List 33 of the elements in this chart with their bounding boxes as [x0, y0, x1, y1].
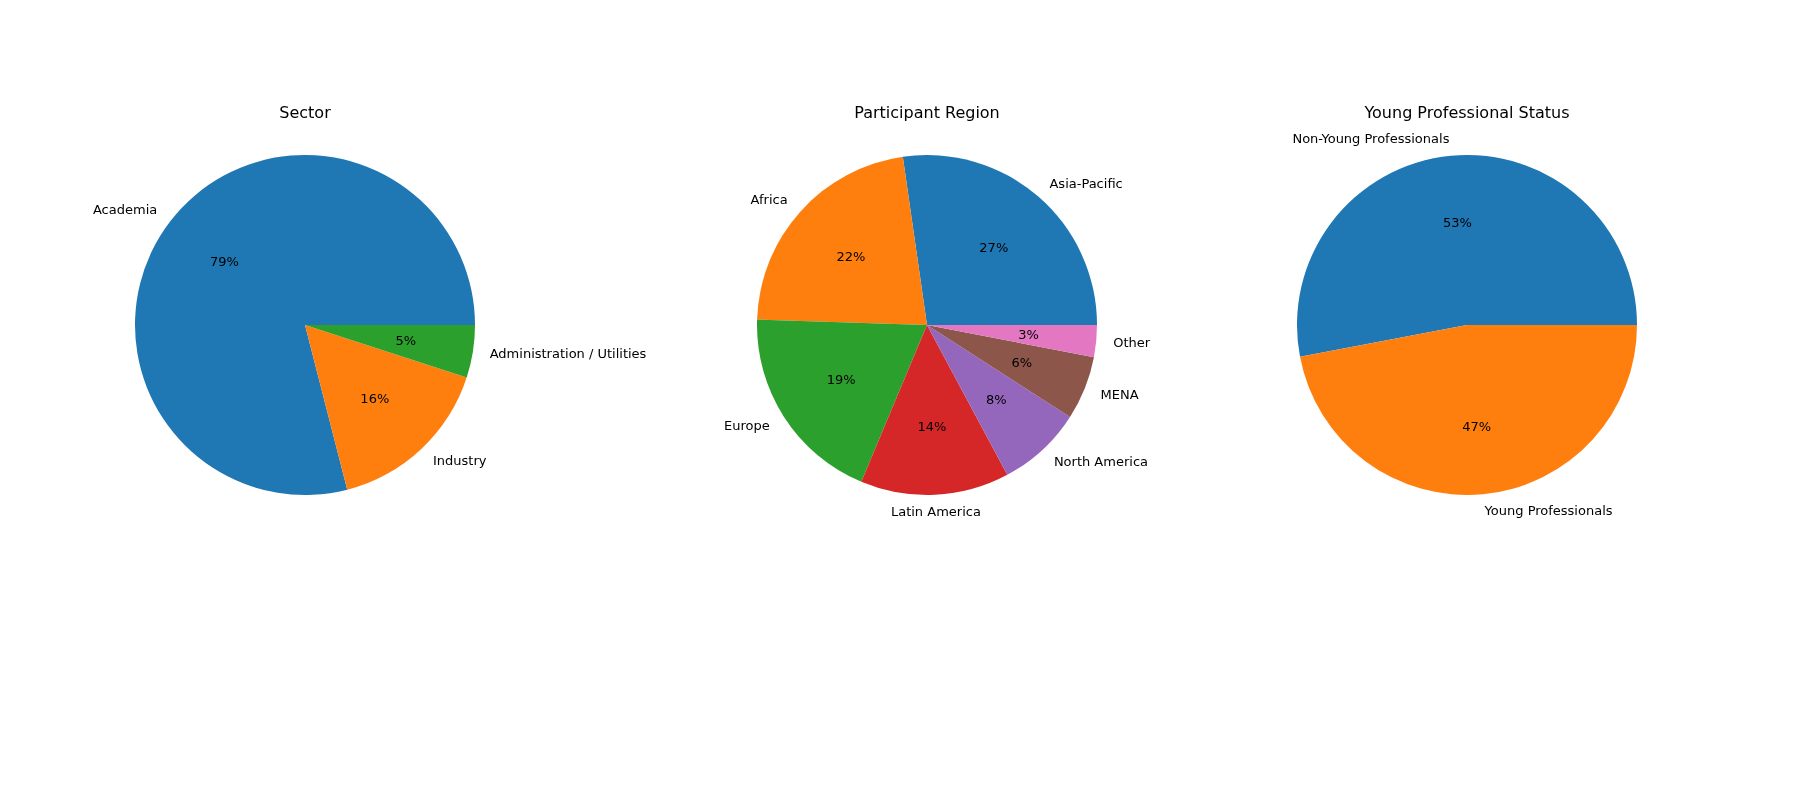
data-label: 3%: [1018, 326, 1039, 342]
data-label: 53%: [1442, 215, 1472, 231]
slice-label: Industry: [433, 453, 487, 469]
data-label: 27%: [979, 239, 1009, 255]
data-label: 16%: [360, 391, 390, 407]
data-label: 19%: [826, 372, 856, 388]
pie-slice: [1297, 155, 1637, 357]
slice-label: Latin America: [890, 503, 981, 519]
slice-label: Academia: [92, 202, 158, 218]
chart-title: Young Professional Status: [1363, 103, 1570, 122]
slice-label: Europe: [723, 418, 770, 434]
data-label: 79%: [209, 254, 239, 270]
chart-title: Sector: [279, 103, 332, 122]
pie-slice: [861, 325, 1008, 495]
pie-slice: [1300, 325, 1637, 495]
slice-label: Young Professionals: [1483, 503, 1613, 519]
chart-title: Participant Region: [854, 103, 1000, 122]
data-label: 14%: [917, 418, 947, 434]
slice-label: Other: [1113, 334, 1151, 350]
data-label: 22%: [836, 248, 866, 264]
data-label: 47%: [1462, 418, 1492, 434]
slice-label: MENA: [1100, 386, 1139, 402]
slice-label: Africa: [750, 192, 788, 208]
pie-slice: [305, 325, 475, 378]
slice-label: Administration / Utilities: [489, 346, 647, 362]
data-label: 8%: [985, 391, 1007, 407]
pie-slice: [927, 325, 1094, 417]
slice-label: North America: [1053, 454, 1149, 470]
slice-label: Asia-Pacific: [1049, 175, 1123, 191]
data-label: 5%: [395, 332, 417, 348]
pie-slice: [927, 325, 1097, 358]
slice-label: Non-Young Professionals: [1292, 130, 1450, 146]
data-label: 6%: [1011, 354, 1033, 370]
